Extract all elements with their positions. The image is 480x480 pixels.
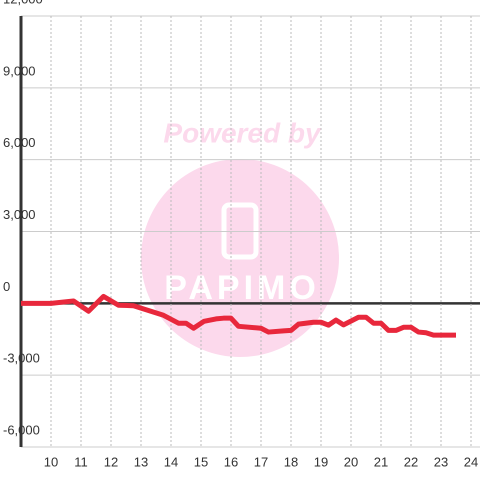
x-tick-label: 12 (104, 454, 118, 469)
watermark-text: PAPIMO (164, 269, 320, 307)
y-tick-label: 3,000 (3, 207, 36, 222)
x-tick-label: 22 (404, 454, 418, 469)
x-tick-label: 19 (314, 454, 328, 469)
y-tick-label: 9,000 (3, 63, 36, 78)
x-tick-label: 17 (254, 454, 268, 469)
x-tick-label: 16 (224, 454, 238, 469)
x-tick-label: 14 (164, 454, 178, 469)
y-tick-label: 12,000 (3, 0, 43, 6)
watermark: Powered by PAPIMO (141, 117, 339, 357)
x-tick-label: 11 (74, 454, 88, 469)
x-tick-label: 21 (374, 454, 388, 469)
y-tick-label: 6,000 (3, 135, 36, 150)
x-tick-label: 24 (464, 454, 478, 469)
x-tick-label: 10 (44, 454, 58, 469)
line-series (21, 293, 456, 338)
watermark-text: Powered by (163, 117, 322, 148)
x-tick-label: 15 (194, 454, 208, 469)
x-tick-label: 13 (134, 454, 148, 469)
y-tick-label: 0 (3, 279, 10, 294)
x-tick-label: 20 (344, 454, 358, 469)
x-tick-label: 23 (434, 454, 448, 469)
x-tick-label: 18 (284, 454, 298, 469)
